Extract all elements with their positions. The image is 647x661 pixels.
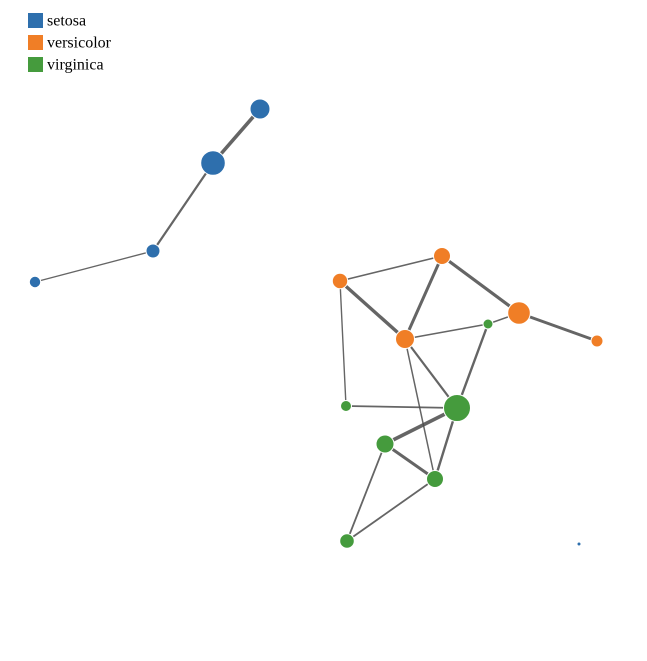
node-virginica-2[interactable] [340,400,352,412]
legend-swatch-setosa [28,13,43,28]
edge-versicolor-3--virginica-1 [404,323,489,340]
edge-virginica-4--virginica-5 [383,442,437,481]
edge-setosa-4--setosa-3 [34,250,154,283]
edge-virginica-1--virginica-3 [455,322,490,410]
legend-label-virginica: virginica [47,57,104,74]
legend: setosa versicolor virginica [28,13,112,74]
node-versicolor-2[interactable] [331,272,349,290]
node-virginica-5[interactable] [426,470,444,488]
node-virginica-3[interactable] [443,394,471,422]
node-versicolor-4[interactable] [507,301,531,325]
edge-layer [34,107,599,542]
edge-versicolor-2--versicolor-1 [339,255,443,282]
legend-item-versicolor: versicolor [28,35,112,52]
edge-versicolor-2--versicolor-3 [338,279,407,341]
edge-virginica-4--virginica-6 [346,443,386,542]
legend-swatch-virginica [28,57,43,72]
edge-virginica-2--virginica-3 [345,405,458,409]
edge-versicolor-1--versicolor-4 [440,254,521,315]
node-setosa-3[interactable] [145,243,161,259]
legend-item-virginica: virginica [28,57,104,74]
node-setosa-1[interactable] [249,98,271,120]
edge-virginica-6--virginica-5 [346,478,436,542]
node-setosa-4[interactable] [28,275,42,289]
node-virginica-6[interactable] [339,533,355,549]
node-versicolor-1[interactable] [433,247,451,265]
legend-label-setosa: setosa [47,13,86,30]
node-setosa-5[interactable] [576,541,582,547]
legend-label-versicolor: versicolor [47,35,112,52]
edge-versicolor-2--virginica-2 [339,280,347,407]
edge-versicolor-4--versicolor-5 [517,311,599,343]
edge-versicolor-3--virginica-3 [403,337,459,410]
legend-item-setosa: setosa [28,13,86,30]
node-setosa-2[interactable] [200,150,226,176]
edge-versicolor-1--versicolor-3 [403,254,444,341]
node-virginica-4[interactable] [375,434,395,454]
node-virginica-1[interactable] [482,318,494,330]
legend-swatch-versicolor [28,35,43,50]
node-layer [28,98,604,549]
node-versicolor-5[interactable] [590,334,604,348]
edge-versicolor-3--virginica-5 [404,338,436,480]
node-versicolor-3[interactable] [395,329,415,349]
edge-setosa-3--setosa-2 [151,161,215,253]
